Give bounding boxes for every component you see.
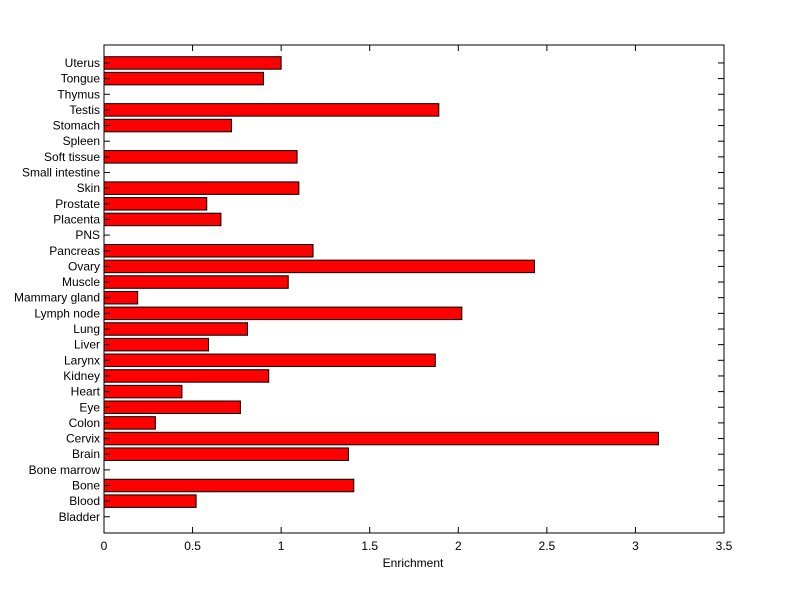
x-tick-label-0: 0 <box>101 539 108 553</box>
bar-testis <box>103 103 440 117</box>
x-tick-label-3-5: 3.5 <box>716 539 733 553</box>
bar-cervix <box>103 431 659 446</box>
bar-tongue <box>103 71 264 86</box>
y-tick-label-testis: Testis <box>69 103 100 117</box>
bar-muscle <box>103 275 289 289</box>
y-tick-label-bone: Bone <box>72 479 100 493</box>
bar-eye <box>103 400 241 414</box>
plot-frame <box>103 44 725 534</box>
bar-heart <box>103 384 183 399</box>
y-tick-label-small-intestine: Small intestine <box>22 166 100 180</box>
bar-bone <box>103 478 355 493</box>
y-tick-label-uterus: Uterus <box>65 56 100 70</box>
bar-soft-tissue <box>103 150 298 164</box>
y-tick-label-brain: Brain <box>72 447 100 461</box>
bar-blood <box>103 494 197 508</box>
bar-stomach <box>103 118 233 133</box>
y-tick-label-lymph-node: Lymph node <box>34 306 100 320</box>
bar-uterus <box>103 56 282 70</box>
bar-lymph-node <box>103 306 463 321</box>
y-tick-label-blood: Blood <box>69 494 100 508</box>
y-tick-label-pancreas: Pancreas <box>49 244 100 258</box>
y-tick-label-heart: Heart <box>71 385 101 399</box>
bar-brain <box>103 447 349 461</box>
y-tick-label-kidney: Kidney <box>63 369 100 383</box>
bar-ovary <box>103 259 535 274</box>
y-tick-label-lung: Lung <box>73 322 100 336</box>
bar-kidney <box>103 369 270 383</box>
y-tick-label-eye: Eye <box>79 400 100 414</box>
y-tick-label-tongue: Tongue <box>61 72 101 86</box>
y-tick-label-muscle: Muscle <box>62 275 100 289</box>
x-tick-label-3: 3 <box>632 539 639 553</box>
y-tick-label-liver: Liver <box>74 338 100 352</box>
y-tick-label-placenta: Placenta <box>53 212 100 226</box>
y-tick-label-larynx: Larynx <box>64 353 100 367</box>
y-tick-label-ovary: Ovary <box>68 259 100 273</box>
y-tick-label-thymus: Thymus <box>57 87 100 101</box>
y-tick-label-bone-marrow: Bone marrow <box>29 463 101 477</box>
y-tick-label-mammary-gland: Mammary gland <box>14 291 100 305</box>
y-tick-label-skin: Skin <box>77 181 100 195</box>
bar-lung <box>103 322 248 336</box>
y-tick-label-spleen: Spleen <box>63 134 100 148</box>
bar-pancreas <box>103 244 314 258</box>
y-tick-label-cervix: Cervix <box>66 432 100 446</box>
x-ticks-group: 0 0.5 1 1.5 2 2.5 3 3.5 <box>101 45 733 553</box>
x-tick-label-1-5: 1.5 <box>361 539 378 553</box>
x-tick-label-2: 2 <box>455 539 462 553</box>
y-tick-label-colon: Colon <box>69 416 100 430</box>
y-tick-label-prostate: Prostate <box>55 197 100 211</box>
bar-colon <box>103 416 156 430</box>
y-tick-label-pns: PNS <box>75 228 100 242</box>
x-axis-title: Enrichment <box>383 556 444 570</box>
bar-skin <box>103 181 300 195</box>
x-tick-label-2-5: 2.5 <box>539 539 556 553</box>
y-tick-label-stomach: Stomach <box>53 119 100 133</box>
bar-prostate <box>103 197 208 211</box>
bar-placenta <box>103 212 222 227</box>
x-tick-label-1: 1 <box>278 539 285 553</box>
x-tick-label-0-5: 0.5 <box>184 539 201 553</box>
bar-larynx <box>103 353 436 368</box>
y-tick-label-soft-tissue: Soft tissue <box>44 150 100 164</box>
bar-liver <box>103 337 210 352</box>
y-tick-label-bladder: Bladder <box>59 510 100 524</box>
